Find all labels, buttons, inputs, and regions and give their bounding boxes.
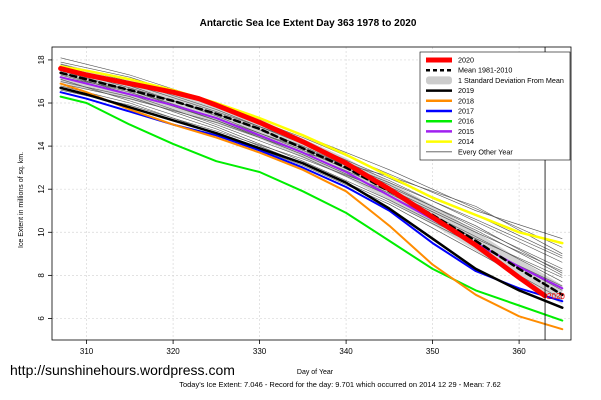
y-tick-label: 10 [37, 227, 46, 236]
legend-label: 2020 [458, 56, 474, 65]
x-tick-label: 340 [339, 347, 353, 356]
plot-frame [51, 46, 572, 341]
legend-label: Mean 1981-2010 [458, 66, 512, 75]
legend-label: Every Other Year [458, 147, 513, 156]
y-axis-label: Ice Extent in millions of sq. km. [18, 152, 25, 248]
series-line-2017 [59, 91, 564, 303]
chart-title: Antarctic Sea Ice Extent Day 363 1978 to… [200, 18, 417, 29]
x-axis-label: Day of Year [297, 369, 334, 376]
highlighted-series [58, 65, 564, 331]
legend-label: 2018 [458, 96, 474, 105]
y-tick-label: 8 [37, 273, 46, 278]
legend-label: 2019 [458, 86, 474, 95]
legend-label: 2016 [458, 117, 474, 126]
series-line-2018 [59, 82, 564, 331]
y-tick-label: 6 [37, 316, 46, 321]
series-line-2016 [59, 95, 564, 322]
other-year-line [60, 89, 563, 272]
other-year-line [60, 74, 563, 283]
marker-label: 2020 [547, 292, 565, 301]
axes: 310 320 330 340 350 360 6 8 10 12 14 16 18 [37, 46, 572, 356]
x-tick-label: 310 [80, 347, 94, 356]
other-year-line [60, 85, 563, 300]
x-tick-label: 330 [253, 347, 267, 356]
x-tick-label: 350 [426, 347, 440, 356]
y-tick-label: 12 [37, 184, 46, 193]
legend-label: 2015 [458, 127, 474, 136]
series-line-2020 [58, 66, 548, 299]
x-tick-label: 360 [512, 347, 526, 356]
y-tick-label: 14 [37, 141, 46, 150]
x-tick-label: 320 [166, 347, 180, 356]
watermark-url: http://sunshinehours.wordpress.com [10, 362, 235, 378]
legend-swatch [426, 76, 452, 85]
other-year-line [60, 61, 563, 239]
y-tick-label: 16 [37, 98, 46, 107]
y-tick-label: 18 [37, 55, 46, 64]
footer-summary: Today's Ice Extent: 7.046 - Record for t… [179, 380, 501, 389]
series-line-2019 [59, 86, 564, 309]
series-line-mean-1981-2010 [59, 71, 564, 297]
legend-label: 2014 [458, 137, 474, 146]
other-year-line [60, 68, 563, 270]
legend-label: 1 Standard Deviation From Mean [458, 76, 564, 85]
legend-label: 2017 [458, 107, 474, 116]
series-line-2014 [59, 65, 564, 245]
